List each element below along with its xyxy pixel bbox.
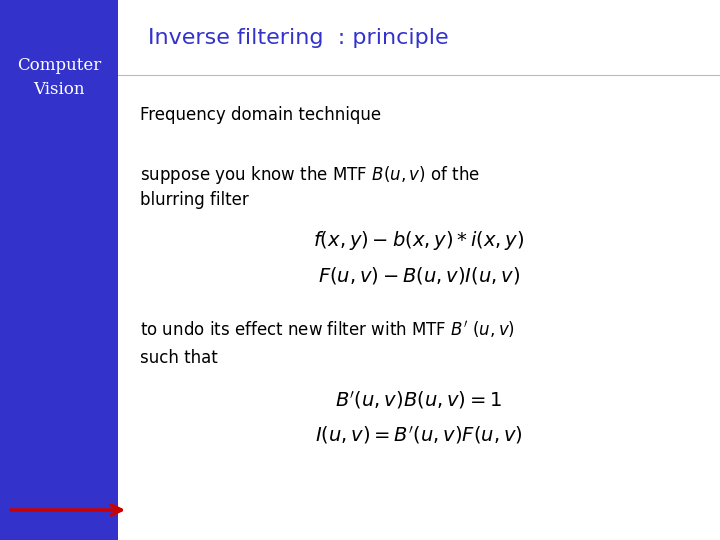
Text: $f(x, y) - b(x, y) * i(x, y)$: $f(x, y) - b(x, y) * i(x, y)$ xyxy=(313,228,525,252)
Text: Frequency domain technique: Frequency domain technique xyxy=(140,106,381,124)
Text: such that: such that xyxy=(140,349,217,367)
Text: suppose you know the MTF $\mathit{B(u,v)}$ of the: suppose you know the MTF $\mathit{B(u,v)… xyxy=(140,164,480,186)
Text: to undo its effect new filter with MTF $\mathit{B'\ (u,v)}$: to undo its effect new filter with MTF $… xyxy=(140,320,515,341)
Text: Vision: Vision xyxy=(33,82,85,98)
Text: Inverse filtering  : principle: Inverse filtering : principle xyxy=(148,28,449,48)
Text: $F(u, v) - B(u, v)I(u, v)$: $F(u, v) - B(u, v)I(u, v)$ xyxy=(318,265,520,286)
Text: Computer: Computer xyxy=(17,57,101,73)
Bar xyxy=(0,0,118,540)
Text: $I(u, v) = B^{\prime}(u, v)F(u, v)$: $I(u, v) = B^{\prime}(u, v)F(u, v)$ xyxy=(315,424,523,446)
Text: $B^{\prime}(u, v)B(u, v) = 1$: $B^{\prime}(u, v)B(u, v) = 1$ xyxy=(336,389,503,411)
Text: blurring filter: blurring filter xyxy=(140,191,248,209)
